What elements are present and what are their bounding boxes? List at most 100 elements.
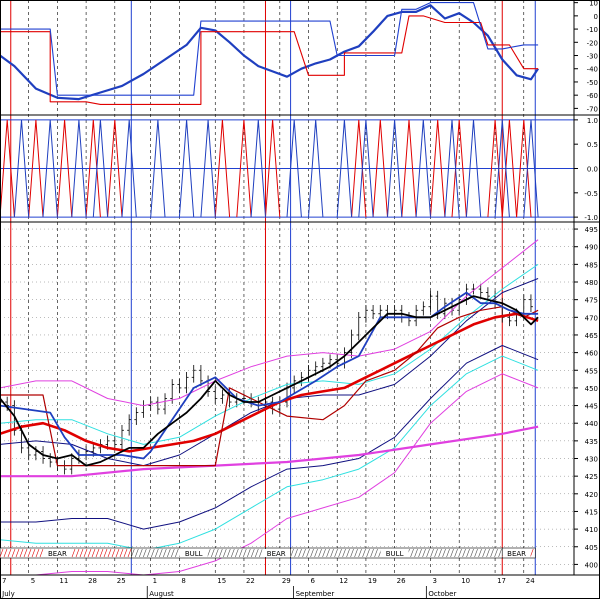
regime-hatch — [454, 548, 458, 558]
regime-hatch — [322, 548, 326, 558]
signal-blue-spike — [13, 119, 30, 218]
regime-hatch — [219, 548, 223, 558]
price-cyan-line — [0, 355, 539, 551]
y-tick-label: 410 — [585, 526, 598, 534]
x-day-label: 11 — [59, 577, 68, 585]
regime-hatch — [434, 548, 438, 558]
regime-hatch — [143, 548, 147, 558]
y-tick-label: -70 — [587, 105, 598, 113]
regime-hatch — [207, 548, 211, 558]
regime-hatch — [243, 548, 247, 558]
regime-hatch — [215, 548, 219, 558]
signal-red-spike — [214, 119, 231, 218]
regime-hatch — [227, 548, 231, 558]
regime-hatch — [362, 548, 366, 558]
regime-hatch — [338, 548, 342, 558]
regime-hatch — [498, 548, 502, 558]
x-day-label: 17 — [497, 577, 506, 585]
y-tick-label: -20 — [587, 39, 598, 47]
regime-hatch — [330, 548, 334, 558]
regime-hatch — [131, 548, 135, 558]
regime-hatch — [486, 548, 490, 558]
y-tick-label: 480 — [585, 279, 598, 287]
regime-hatch — [167, 548, 171, 558]
x-month-label: August — [149, 590, 174, 598]
y-tick-label: -50 — [587, 79, 598, 87]
x-day-label: 3 — [433, 577, 437, 585]
regime-hatch — [314, 548, 318, 558]
signal-red-spike — [28, 119, 44, 218]
signal-red-spike — [451, 119, 467, 218]
regime-hatch — [354, 548, 358, 558]
regime-hatch — [430, 548, 434, 558]
y-tick-label: 420 — [585, 491, 598, 499]
regime-hatch — [374, 548, 378, 558]
regime-hatch — [163, 548, 167, 558]
regime-hatch — [474, 548, 478, 558]
y-tick-label: -40 — [587, 66, 598, 74]
signal-blue-spike — [336, 119, 353, 218]
price-magenta-line — [0, 239, 539, 407]
regime-hatch — [255, 548, 259, 558]
signal-red-spike — [487, 119, 503, 218]
regime-hatch — [171, 548, 175, 558]
y-tick-label: 475 — [585, 297, 598, 305]
regime-hatch — [127, 548, 132, 558]
y-tick-label: 435 — [585, 438, 598, 446]
signal-blue-spike — [92, 119, 109, 218]
x-day-label: 5 — [31, 577, 35, 585]
regime-hatch — [103, 548, 108, 558]
regime-hatch — [290, 548, 294, 558]
regime-hatch — [27, 548, 32, 558]
regime-label-bg — [43, 549, 72, 557]
signal-red-spike — [501, 119, 518, 218]
regime-hatch — [466, 548, 470, 558]
signal-red-spike — [0, 119, 15, 218]
regime-hatch — [478, 548, 482, 558]
regime-hatch — [87, 548, 92, 558]
regime-hatch — [294, 548, 298, 558]
x-day-label: 7 — [2, 577, 6, 585]
regime-hatch — [410, 548, 414, 558]
y-tick-label: 0.5 — [587, 141, 598, 149]
x-month-label: September — [296, 590, 335, 598]
signal-blue-spike — [465, 119, 482, 218]
regime-hatch — [259, 548, 263, 558]
regime-label: BULL — [386, 550, 404, 558]
price-magenta-line — [0, 373, 539, 576]
x-day-label: 22 — [246, 577, 255, 585]
regime-hatch — [458, 548, 462, 558]
signal-blue-spike — [42, 119, 58, 218]
regime-hatch — [3, 548, 8, 558]
regime-hatch — [529, 548, 534, 558]
oscillator-thin_blue-line — [0, 2, 539, 96]
regime-hatch — [71, 548, 76, 558]
signal-red-spike — [236, 119, 252, 218]
regime-hatch — [426, 548, 430, 558]
regime-hatch — [235, 548, 239, 558]
x-day-label: 8 — [181, 577, 185, 585]
y-tick-label: 490 — [585, 244, 598, 252]
regime-label-bg — [179, 549, 208, 557]
regime-hatch — [438, 548, 442, 558]
price-blue-line — [0, 291, 539, 460]
y-tick-label: -0.5 — [584, 190, 598, 198]
signal-red-spike — [265, 119, 281, 218]
y-tick-label: -30 — [587, 53, 598, 61]
regime-hatch — [99, 548, 104, 558]
price-magenta-line — [0, 425, 539, 478]
y-tick-label: 10 — [589, 0, 598, 8]
price-navy-line — [0, 345, 539, 530]
signal-blue-spike — [286, 119, 302, 218]
x-day-label: 1 — [153, 577, 157, 585]
regime-hatch — [482, 548, 486, 558]
signal-red-spike — [351, 119, 367, 218]
regime-hatch — [135, 548, 139, 558]
regime-hatch — [370, 548, 374, 558]
y-tick-label: 440 — [585, 420, 598, 428]
price-dark_red-line — [0, 306, 539, 467]
regime-hatch — [75, 548, 80, 558]
regime-hatch — [446, 548, 450, 558]
